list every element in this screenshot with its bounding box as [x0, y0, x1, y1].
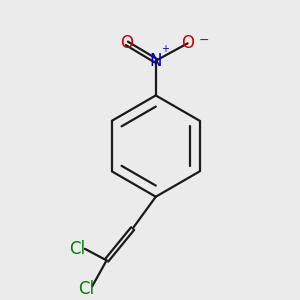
Text: Cl: Cl [70, 240, 86, 258]
Text: O: O [120, 34, 133, 52]
Text: −: − [199, 34, 210, 47]
Text: Cl: Cl [78, 280, 94, 298]
Text: N: N [149, 52, 162, 70]
Text: +: + [161, 44, 169, 54]
Text: O: O [181, 34, 194, 52]
